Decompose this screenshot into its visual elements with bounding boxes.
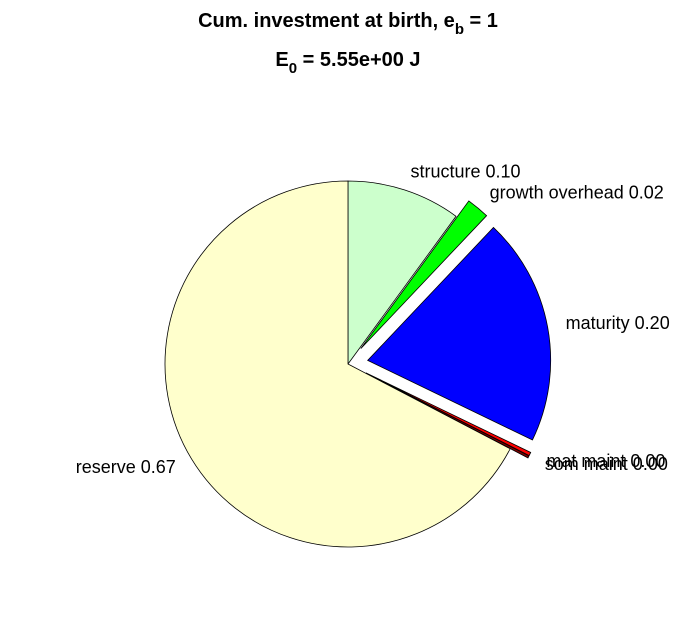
slice-label: growth overhead 0.02 — [490, 183, 664, 203]
slice-label: mat maint 0.00 — [546, 451, 665, 471]
pie-slice — [360, 200, 488, 349]
pie-slice — [347, 180, 457, 366]
chart-title: Cum. investment at birth, eb = 1 — [198, 10, 498, 38]
pie-slice — [164, 180, 511, 548]
slice-label: maturity 0.20 — [566, 313, 670, 333]
slice-label: reserve 0.67 — [76, 457, 176, 477]
pie-slice — [367, 226, 551, 441]
chart-subtitle: E0 = 5.55e+00 J — [275, 49, 420, 77]
slice-label: structure 0.10 — [411, 161, 521, 181]
slice-label: som maint 0.00 — [545, 454, 668, 474]
